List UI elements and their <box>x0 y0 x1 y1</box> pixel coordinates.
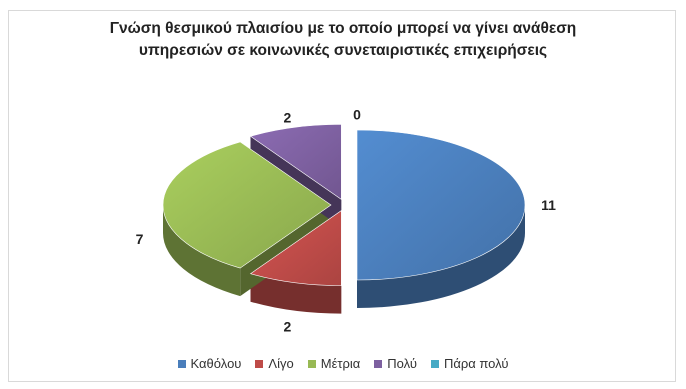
pie-slice-1-side <box>250 273 342 314</box>
legend-item-2: Μέτρια <box>307 356 361 371</box>
chart-legend: Καθόλου Λίγο Μέτρια Πολύ Πάρα πολύ <box>0 356 686 371</box>
data-label-1: 2 <box>283 319 291 335</box>
chart-frame <box>8 10 676 382</box>
chart-title-line-1: Γνώση θεσμικού πλαισίου με το οποίο μπορ… <box>109 20 577 37</box>
data-label-3: 2 <box>283 109 291 125</box>
legend-swatch-4 <box>430 359 439 368</box>
pie-slice-tops <box>162 124 526 286</box>
pie-slice-Καθόλου <box>356 129 526 281</box>
legend-label-4: Πάρα πολύ <box>443 356 509 371</box>
legend-item-4: Πάρα πολύ <box>430 356 509 371</box>
pie-slice-Λίγο <box>249 210 342 286</box>
legend-item-3: Πολύ <box>374 356 417 371</box>
legend-swatch-3 <box>374 359 383 368</box>
data-label-4: 0 <box>353 107 361 123</box>
legend-swatch-1 <box>255 359 264 368</box>
legend-swatch-2 <box>307 359 316 368</box>
data-label-2: 7 <box>136 231 144 247</box>
pie-data-labels: 11 2 7 2 0 <box>136 107 557 335</box>
legend-label-3: Πολύ <box>387 356 417 371</box>
chart-title: Γνώση θεσμικού πλαισίου με το οποίο μπορ… <box>0 18 686 62</box>
legend-item-0: Καθόλου <box>177 356 242 371</box>
legend-swatch-0 <box>177 359 186 368</box>
pie-slice-Πολύ <box>249 124 342 200</box>
chart-title-line-2: υπηρεσιών σε κοινωνικές συνεταιριστικές … <box>138 42 548 59</box>
pie-slice-2-side <box>163 205 241 297</box>
legend-label-2: Μέτρια <box>320 356 361 371</box>
legend-item-1: Λίγο <box>255 356 294 371</box>
legend-label-1: Λίγο <box>268 356 294 371</box>
pie-slice-Μέτρια <box>162 141 332 269</box>
legend-label-0: Καθόλου <box>190 356 242 371</box>
pie-slice-0-side <box>357 205 525 308</box>
data-label-0: 11 <box>541 197 556 213</box>
